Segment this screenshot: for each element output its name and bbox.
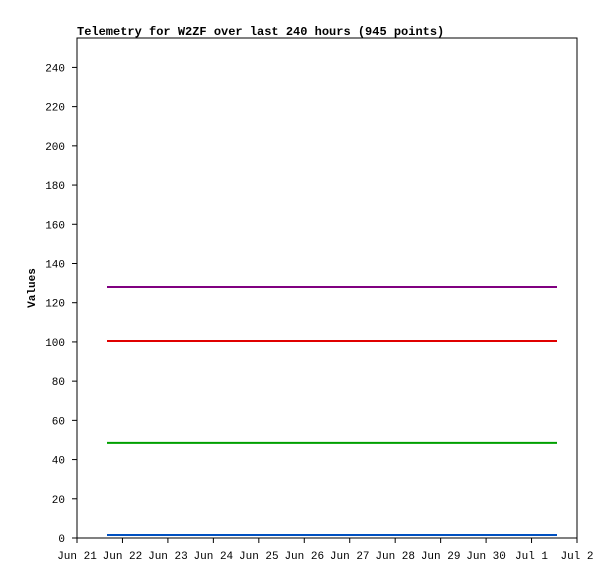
y-tick-label: 200 <box>45 142 65 154</box>
y-tick-label: 20 <box>52 495 65 507</box>
x-tick-label: Jun 25 <box>239 551 279 563</box>
x-tick-label: Jun 27 <box>330 551 370 563</box>
y-tick-label: 80 <box>52 377 65 389</box>
chart-title: Telemetry for W2ZF over last 240 hours (… <box>77 25 444 39</box>
x-tick-label: Jun 28 <box>375 551 415 563</box>
y-tick-label: 160 <box>45 220 65 232</box>
x-tick-label: Jun 24 <box>194 551 234 563</box>
x-tick-label: Jun 23 <box>148 551 188 563</box>
x-tick-label: Jun 26 <box>284 551 324 563</box>
y-tick-label: 140 <box>45 259 65 271</box>
x-tick-label: Jul 2 <box>560 551 593 563</box>
y-tick-label: 240 <box>45 63 65 75</box>
y-tick-label: 60 <box>52 416 65 428</box>
y-axis-label: Values <box>27 268 39 308</box>
x-tick-label: Jun 30 <box>466 551 506 563</box>
x-tick-label: Jul 1 <box>515 551 548 563</box>
plot-frame <box>76 37 578 539</box>
x-tick-label: Jun 22 <box>103 551 143 563</box>
y-tick-label: 40 <box>52 456 65 468</box>
y-tick-label: 220 <box>45 103 65 115</box>
y-tick-label: 120 <box>45 299 65 311</box>
x-tick-label: Jun 29 <box>421 551 461 563</box>
y-tick-label: 100 <box>45 338 65 350</box>
x-tick-label: Jun 21 <box>57 551 97 563</box>
y-tick-label: 180 <box>45 181 65 193</box>
y-tick-label: 0 <box>58 534 65 546</box>
